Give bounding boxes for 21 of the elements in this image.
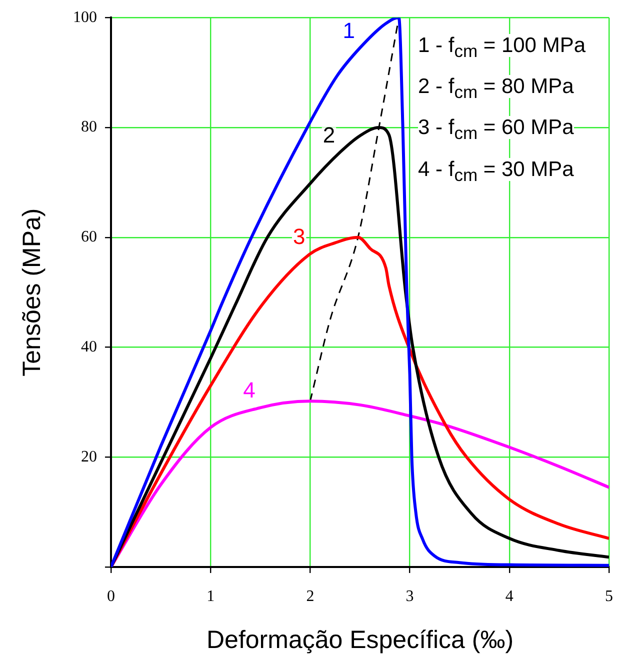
x-axis-title: Deformação Específica (‰): [206, 626, 514, 654]
series-label: 3: [292, 224, 306, 249]
y-tick-label: 20: [81, 448, 97, 466]
x-tick-label: 5: [605, 588, 613, 605]
y-tick-label: 60: [81, 228, 97, 246]
annotation: 2 - f$_{cm}$ = 80 MPa: [418, 75, 574, 102]
x-tick-label: 3: [406, 588, 414, 605]
x-tick-label: 4: [505, 588, 514, 605]
x-tick-label: 0: [107, 588, 115, 605]
x-tick-label: 1: [206, 588, 215, 605]
series-label: 2: [322, 122, 336, 148]
y-axis-title: Tensões (MPa): [18, 208, 46, 376]
annotation: 1 - f$_{cm}$ = 100 MPa: [418, 34, 586, 62]
annotation: 3 - f$_{cm}$ = 60 MPa: [418, 116, 574, 144]
x-tick-label: 2: [306, 588, 314, 605]
series-label: 4: [243, 378, 256, 403]
annotation: 4 - f$_{cm}$ = 30 MPa: [418, 158, 574, 185]
y-tick-label: 80: [81, 118, 97, 136]
y-tick-label: 40: [81, 338, 97, 356]
series-label: 1: [342, 18, 355, 43]
y-tick-label: 100: [73, 8, 97, 26]
